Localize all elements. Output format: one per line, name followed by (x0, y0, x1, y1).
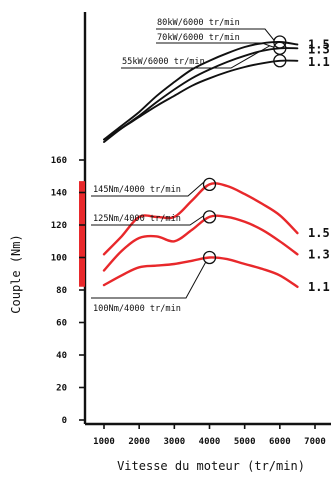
x-tick-label: 5000 (234, 437, 256, 447)
x-tick-label: 1000 (93, 437, 115, 447)
annotation-label-power-1-5: 80kW/6000 tr/min (157, 18, 240, 28)
curve-torque-1-3 (102, 214, 299, 272)
peak-marker-torque-1-3 (202, 210, 217, 224)
y-tick-label: 120 (51, 221, 67, 231)
y-tick-label: 0 (62, 416, 67, 426)
annotation-label-power-1-1: 55kW/6000 tr/min (122, 57, 205, 67)
annotation-leader-torque-1-3 (91, 215, 204, 226)
end-label-power-1-3: 1.3 (308, 42, 330, 56)
y-tick-label: 140 (51, 189, 67, 199)
end-label-power-1-5: 1.5 (308, 38, 330, 52)
annotation-label-power-1-3: 70kW/6000 tr/min (157, 33, 240, 43)
x-tick-label: 2000 (128, 437, 150, 447)
annotation-leader-torque-1-1 (91, 262, 206, 299)
y-tick-label: 20 (56, 384, 67, 394)
annotation-leader-power-1-5 (156, 28, 275, 41)
power-curves-group: 1.5 80kW/6000 tr/min 1.3 70kW/6000 tr/min 1.… (103, 18, 330, 143)
axes-group: 0 20 40 60 80 100 120 140 160 1000 2000 3000 4000 500… (51, 12, 331, 447)
annotation-label-torque-1-5: 145Nm/4000 tr/min (93, 185, 181, 195)
curve-torque-1-1 (102, 256, 299, 288)
annotation-leader-power-1-3 (156, 42, 275, 48)
torque-range-bar (79, 181, 85, 287)
peak-marker-torque-1-1 (202, 250, 217, 265)
y-tick-label: 80 (56, 286, 67, 296)
torque-curves-group: 1.5 145Nm/4000 tr/min 1.3 125Nm/4000 tr/min… (91, 177, 330, 314)
peak-marker-torque-1-5 (202, 177, 217, 192)
y-tick-label: 40 (56, 351, 67, 361)
y-tick-label: 160 (51, 156, 67, 166)
annotation-label-torque-1-1: 100Nm/4000 tr/min (93, 304, 181, 314)
end-label-torque-1-5: 1.5 (308, 226, 330, 240)
end-label-power-1-1: 1.1 (308, 55, 330, 69)
y-tick-label: 60 (56, 319, 67, 329)
x-axis-title: Vitesse du moteur (tr/min) (117, 459, 305, 473)
peak-marker-power-1-1 (273, 54, 287, 68)
curve-power-1-5 (103, 41, 299, 141)
curve-power-1-1 (103, 59, 299, 141)
x-tick-label: 6000 (269, 437, 291, 447)
x-tick-label: 4000 (199, 437, 221, 447)
annotation-label-torque-1-3: 125Nm/4000 tr/min (93, 214, 181, 224)
curve-torque-1-5 (102, 182, 299, 256)
end-label-torque-1-1: 1.1 (308, 280, 330, 294)
y-axis-title: Couple (Nm) (9, 234, 23, 313)
annotation-leader-power-1-1 (121, 45, 271, 69)
x-tick-label: 3000 (163, 437, 185, 447)
end-label-torque-1-3: 1.3 (308, 247, 330, 261)
annotation-leader-torque-1-5 (91, 181, 204, 197)
x-tick-label: 7000 (304, 437, 326, 447)
y-tick-label: 100 (51, 254, 67, 264)
